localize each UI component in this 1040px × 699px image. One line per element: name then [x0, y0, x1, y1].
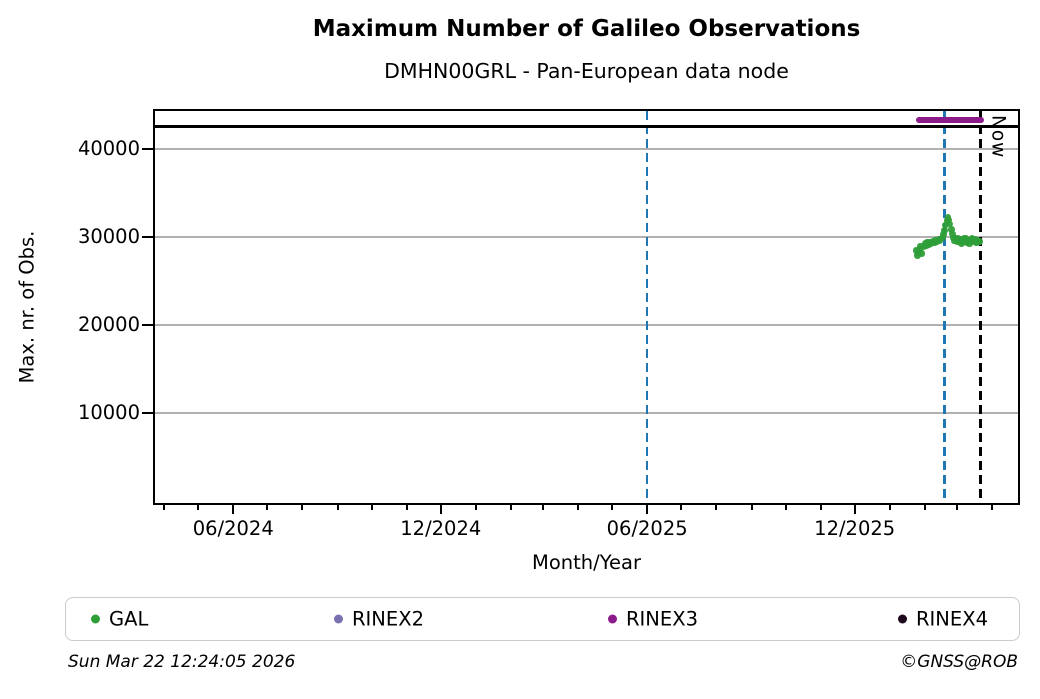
- rinex3-line: [916, 116, 984, 123]
- gal-marker-icon: [91, 614, 100, 624]
- x-tick-major: [232, 505, 235, 514]
- gal-data-point: [968, 234, 975, 242]
- legend-label-rinex2: RINEX2: [352, 607, 424, 631]
- rinex2-marker-icon: [334, 614, 343, 624]
- x-tick-major: [439, 505, 442, 514]
- now-line: [979, 111, 982, 503]
- legend-item-rinex2: RINEX2: [334, 608, 424, 631]
- gal-data-point: [948, 226, 955, 233]
- legend-box: GAL RINEX2 RINEX3 RINEX4: [65, 597, 1020, 641]
- gal-data-point: [917, 242, 924, 250]
- x-axis-label: Month/Year: [532, 551, 641, 574]
- x-tick-label: 06/2025: [606, 517, 688, 540]
- x-tick-minor: [750, 505, 753, 510]
- gal-data-point: [916, 246, 923, 253]
- plot-area: Month/Year 10000 20000 30000 40000 06/2024 12…: [78, 109, 1020, 574]
- plot-timestamp: Sun Mar 22 12:24:05 2026: [68, 652, 296, 672]
- x-tick-minor: [197, 505, 200, 510]
- gal-data-point: [933, 238, 940, 246]
- legend-item-rinex3: RINEX3: [608, 608, 698, 631]
- legend-label-rinex3: RINEX3: [626, 607, 698, 631]
- y-gridline: [155, 324, 1018, 327]
- gal-data-point: [942, 221, 949, 229]
- legend-label-rinex4: RINEX4: [916, 607, 988, 631]
- x-tick-minor: [715, 505, 718, 510]
- y-tick-label: 30000: [77, 225, 140, 249]
- x-tick-minor: [990, 505, 993, 510]
- rinex4-marker-icon: [898, 614, 907, 624]
- y-gridline: [155, 147, 1018, 150]
- x-tick-minor: [784, 505, 787, 510]
- vertical-marker-line: [645, 111, 649, 503]
- x-tick-major: [646, 505, 649, 514]
- chart-title: Maximum Number of Galileo Observations: [312, 16, 861, 42]
- x-tick-minor: [370, 505, 373, 510]
- gal-data-point: [936, 237, 944, 245]
- x-tick-minor: [680, 505, 683, 510]
- x-tick-label: 12/2025: [814, 517, 896, 540]
- y-tick: [142, 236, 153, 239]
- now-label: Now: [987, 115, 1009, 159]
- x-tick-minor: [266, 505, 269, 510]
- x-tick-minor: [888, 505, 891, 510]
- y-gridline: [155, 412, 1018, 415]
- legend-label-gal: GAL: [109, 607, 149, 631]
- x-tick-minor: [301, 505, 304, 510]
- x-tick-minor: [611, 505, 614, 510]
- legend-item-gal: GAL: [91, 608, 148, 631]
- gal-data-point: [940, 231, 947, 238]
- legend-item-rinex4: RINEX4: [898, 608, 988, 631]
- copyright-credit: ©GNSS@ROB: [900, 652, 1018, 672]
- y-tick: [142, 324, 153, 327]
- x-tick-minor: [819, 505, 822, 510]
- x-tick-major: [853, 505, 856, 514]
- max-obs-line: [155, 125, 1018, 129]
- gal-data-point: [927, 240, 935, 248]
- chart-subtitle: DMHN00GRL - Pan-European data node: [384, 59, 789, 83]
- y-tick: [142, 147, 153, 150]
- gal-data-point: [939, 234, 946, 242]
- gal-data-point: [941, 227, 948, 234]
- x-tick-minor: [336, 505, 339, 510]
- y-axis-label: Max. nr. of Obs.: [15, 230, 39, 384]
- x-tick-minor: [163, 505, 166, 510]
- gal-data-point: [976, 238, 983, 245]
- x-tick-minor: [541, 505, 544, 510]
- gal-data-point: [918, 250, 926, 257]
- plot-layer: Month/Year 10000 20000 30000 40000 06/2024 12…: [78, 111, 1018, 574]
- x-tick-minor: [576, 505, 579, 510]
- y-tick-label: 20000: [77, 313, 140, 337]
- x-tick-minor: [955, 505, 958, 510]
- x-tick-minor: [474, 505, 477, 510]
- gal-data-point: [945, 216, 953, 224]
- x-tick-minor: [510, 505, 513, 510]
- x-tick-minor: [924, 505, 926, 510]
- y-tick: [142, 412, 153, 415]
- y-gridline: [155, 236, 1018, 239]
- x-tick-label: 12/2024: [400, 517, 482, 540]
- vertical-marker-line: [943, 111, 946, 503]
- rinex3-marker-icon: [608, 614, 617, 624]
- y-tick-label: 40000: [77, 136, 140, 160]
- y-tick-label: 10000: [77, 401, 140, 425]
- x-tick-label: 06/2024: [192, 517, 274, 540]
- gal-data-point: [949, 230, 956, 238]
- gal-data-point: [946, 220, 954, 228]
- x-tick-minor: [405, 505, 408, 510]
